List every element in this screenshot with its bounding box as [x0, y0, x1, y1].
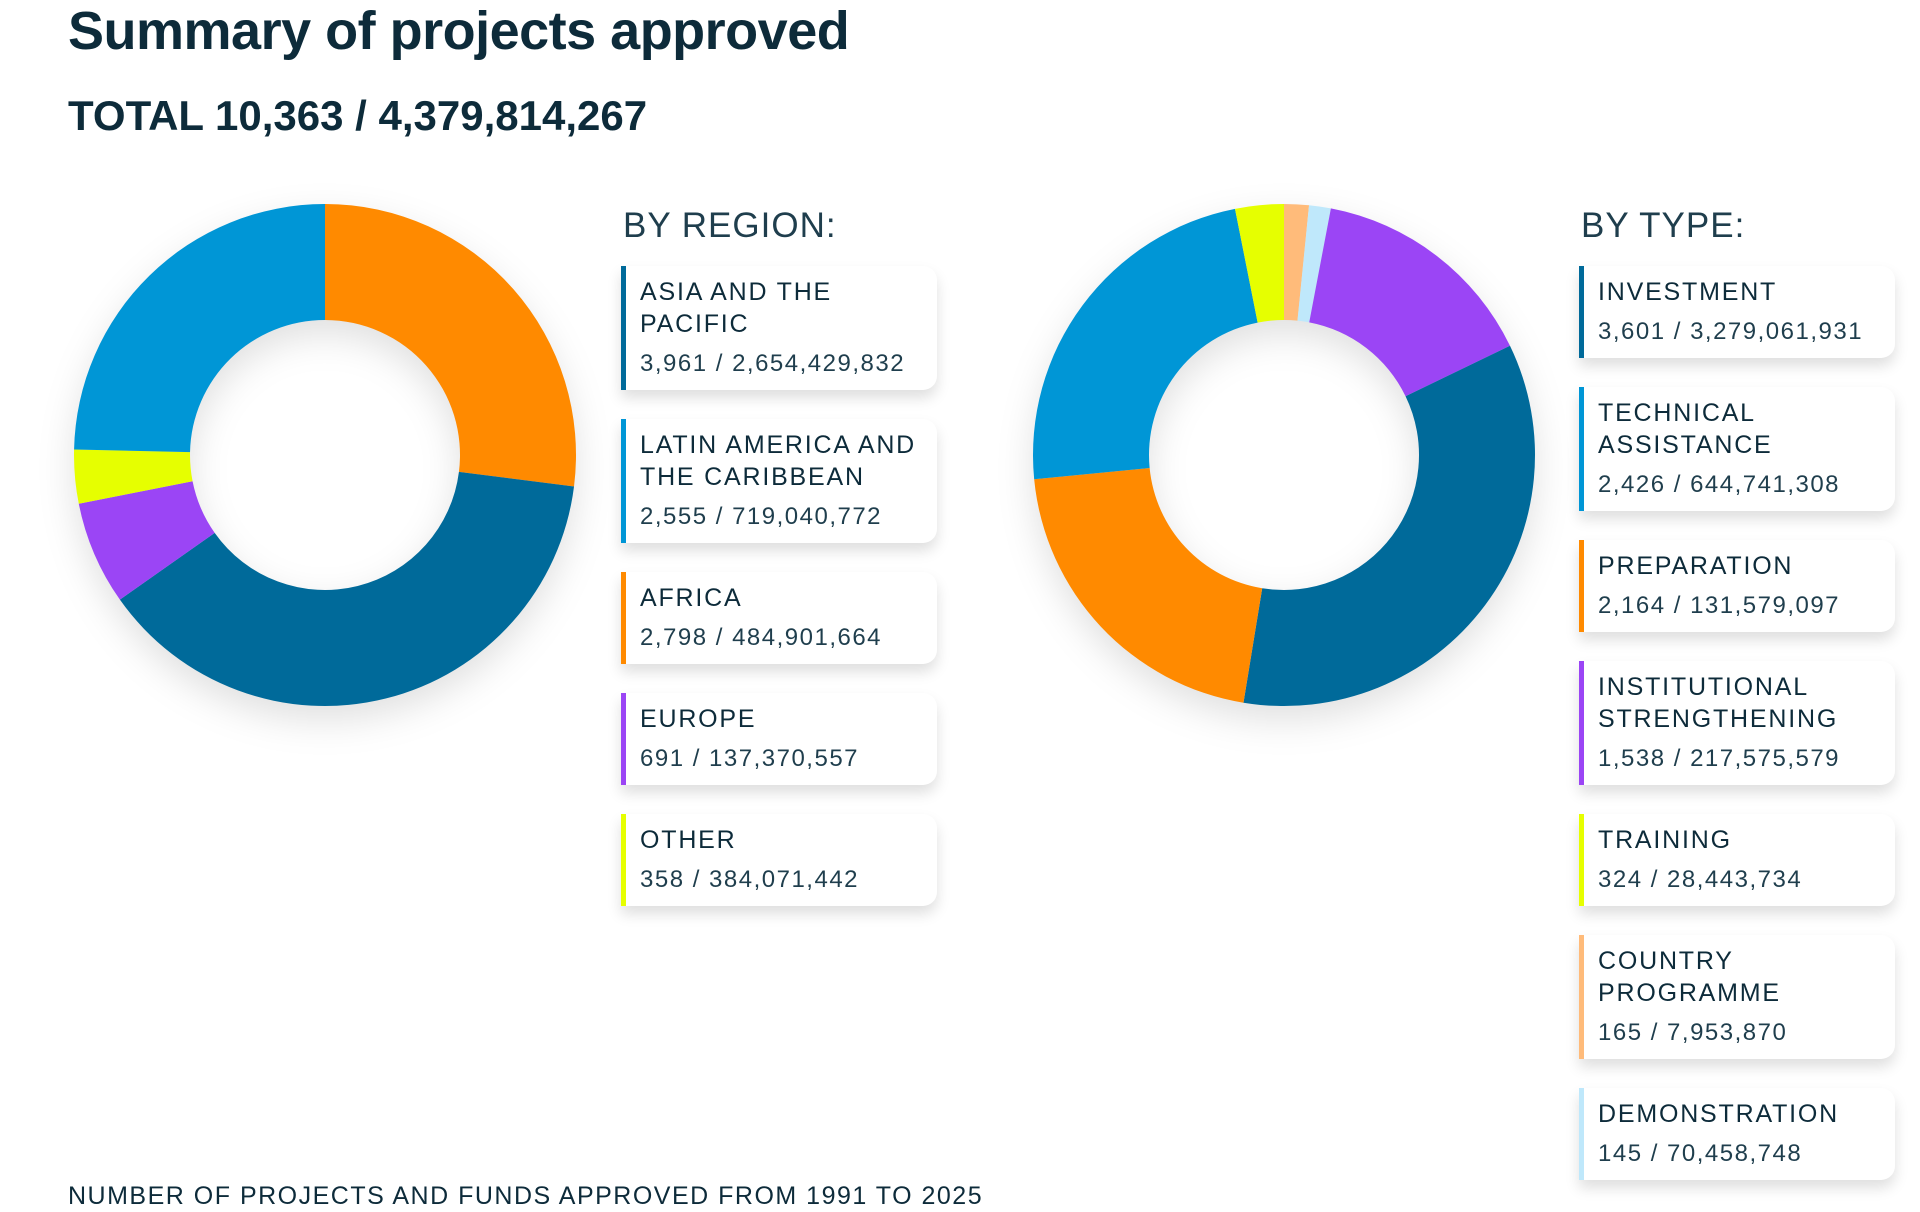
legend-card: PREPARATION 2,164 / 131,579,097 [1579, 540, 1895, 632]
legend-card-value: 2,798 / 484,901,664 [640, 624, 883, 651]
donut-slice-asia-and-the-pacific [119, 471, 575, 707]
legend-card-value: 2,164 / 131,579,097 [1598, 592, 1841, 619]
legend-card: EUROPE 691 / 137,370,557 [621, 693, 937, 785]
region-legend: BY REGION: ASIA AND THE PACIFIC 3,961 / 2… [621, 206, 937, 906]
legend-title: BY REGION: [623, 206, 837, 245]
legend-card-name: INSTITUTIONAL STRENGTHENING [1598, 673, 1839, 733]
donut-slice-investment [1243, 345, 1535, 707]
legend-card-value: 2,426 / 644,741,308 [1598, 471, 1841, 498]
region-donut-chart [74, 204, 576, 707]
page-title: Summary of projects approved [68, 1, 850, 61]
type-legend: BY TYPE: INVESTMENT 3,601 / 3,279,061,931… [1579, 206, 1895, 1180]
donut-slice-preparation [1034, 468, 1263, 703]
legend-card: TECHNICAL ASSISTANCE 2,426 / 644,741,308 [1579, 387, 1895, 511]
footer-note: NUMBER OF PROJECTS AND FUNDS APPROVED FR… [68, 1182, 984, 1210]
legend-card-value: 145 / 70,458,748 [1598, 1140, 1803, 1167]
legend-card: DEMONSTRATION 145 / 70,458,748 [1579, 1088, 1895, 1180]
donut-slice-europe [78, 481, 215, 600]
donut-slice-latin-america-and-the-caribbean [74, 204, 325, 453]
legend-card-value: 324 / 28,443,734 [1598, 866, 1803, 893]
total-summary: TOTAL 10,363 / 4,379,814,267 [68, 92, 648, 139]
legend-card-name: EUROPE [640, 705, 757, 733]
legend-card: INVESTMENT 3,601 / 3,279,061,931 [1579, 266, 1895, 358]
donut-slice-training [1235, 204, 1284, 323]
legend-card-value: 691 / 137,370,557 [640, 745, 860, 772]
donut-slice-demonstration [1297, 205, 1331, 323]
legend-card: LATIN AMERICA AND THE CARIBBEAN 2,555 / 7… [621, 419, 937, 543]
donut-slice-technical-assistance [1033, 208, 1258, 480]
legend-card-value: 3,961 / 2,654,429,832 [640, 350, 906, 377]
legend-card-value: 3,601 / 3,279,061,931 [1598, 318, 1864, 345]
legend-card-name: PREPARATION [1598, 552, 1794, 580]
legend-card-value: 2,555 / 719,040,772 [640, 503, 883, 530]
legend-card: AFRICA 2,798 / 484,901,664 [621, 572, 937, 664]
donut-slice-institutional-strengthening [1309, 208, 1510, 397]
legend-card-value: 358 / 384,071,442 [640, 866, 860, 893]
legend-card-name: INVESTMENT [1598, 278, 1778, 306]
legend-card-name: ASIA AND THE PACIFIC [640, 278, 833, 338]
legend-card: TRAINING 324 / 28,443,734 [1579, 814, 1895, 906]
legend-card-name: COUNTRY PROGRAMME [1598, 947, 1781, 1007]
donut-slice-country-programme [1284, 204, 1310, 321]
legend-card-name: TECHNICAL ASSISTANCE [1598, 399, 1773, 459]
donut-slice-africa [325, 204, 576, 487]
legend-card-name: AFRICA [640, 584, 743, 612]
legend-card-name: LATIN AMERICA AND THE CARIBBEAN [640, 431, 917, 491]
donut-slice-other [74, 449, 193, 504]
legend-card: COUNTRY PROGRAMME 165 / 7,953,870 [1579, 935, 1895, 1059]
legend-card-name: OTHER [640, 826, 737, 854]
legend-card: ASIA AND THE PACIFIC 3,961 / 2,654,429,83… [621, 266, 937, 390]
legend-title: BY TYPE: [1581, 206, 1746, 245]
legend-card-name: TRAINING [1598, 826, 1732, 854]
type-donut-chart [1033, 204, 1535, 707]
legend-card-value: 165 / 7,953,870 [1598, 1019, 1788, 1046]
legend-card: INSTITUTIONAL STRENGTHENING 1,538 / 217,5… [1579, 661, 1895, 785]
legend-card: OTHER 358 / 384,071,442 [621, 814, 937, 906]
legend-card-value: 1,538 / 217,575,579 [1598, 745, 1841, 772]
legend-card-name: DEMONSTRATION [1598, 1100, 1839, 1128]
